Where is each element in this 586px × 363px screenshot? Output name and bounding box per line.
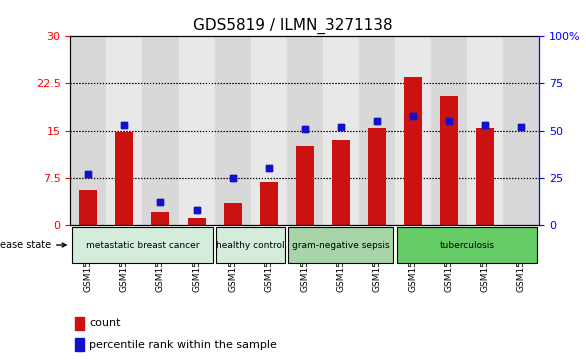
Point <box>156 200 165 205</box>
Bar <box>75 317 84 330</box>
Bar <box>142 36 179 225</box>
Text: metastatic breast cancer: metastatic breast cancer <box>86 241 199 249</box>
Bar <box>260 182 278 225</box>
Bar <box>404 77 422 225</box>
Point <box>372 118 381 124</box>
Bar <box>476 127 494 225</box>
Bar <box>395 36 431 225</box>
Bar <box>224 203 241 225</box>
Point <box>372 118 381 124</box>
Point <box>444 118 454 124</box>
Bar <box>332 140 350 225</box>
Point <box>156 200 165 205</box>
Bar <box>323 36 359 225</box>
Bar <box>359 36 395 225</box>
FancyBboxPatch shape <box>288 227 393 263</box>
FancyBboxPatch shape <box>397 227 537 263</box>
Bar <box>440 96 458 225</box>
Bar <box>467 36 503 225</box>
Bar <box>287 36 323 225</box>
Point <box>228 175 237 181</box>
Bar <box>296 146 314 225</box>
Point <box>300 126 309 132</box>
Text: disease state: disease state <box>0 240 66 250</box>
Point <box>336 124 346 130</box>
Bar <box>368 127 386 225</box>
Bar <box>188 217 206 225</box>
Bar <box>332 140 350 225</box>
Bar <box>214 36 251 225</box>
Bar <box>368 127 386 225</box>
Point <box>481 122 490 128</box>
Text: tuberculosis: tuberculosis <box>440 241 495 249</box>
Point <box>84 171 93 177</box>
Bar <box>188 217 206 225</box>
Bar <box>440 96 458 225</box>
Point <box>444 118 454 124</box>
Point <box>120 122 129 128</box>
Text: count: count <box>89 318 121 328</box>
Point <box>84 171 93 177</box>
Point <box>336 124 346 130</box>
Bar <box>260 182 278 225</box>
Bar <box>115 132 134 225</box>
FancyBboxPatch shape <box>216 227 285 263</box>
Point <box>192 207 201 213</box>
Point <box>192 207 201 213</box>
Point <box>408 113 418 118</box>
Bar <box>251 36 287 225</box>
Point <box>300 126 309 132</box>
Point <box>120 122 129 128</box>
Text: percentile rank within the sample: percentile rank within the sample <box>89 340 277 350</box>
Point <box>264 166 273 171</box>
Point <box>516 124 526 130</box>
Bar <box>75 338 84 351</box>
Text: GDS5819 / ILMN_3271138: GDS5819 / ILMN_3271138 <box>193 18 393 34</box>
Bar <box>404 77 422 225</box>
Bar <box>431 36 467 225</box>
Point <box>408 113 418 118</box>
Bar <box>70 36 107 225</box>
Bar <box>79 191 97 225</box>
Bar <box>476 127 494 225</box>
Bar <box>151 212 169 225</box>
Bar <box>296 146 314 225</box>
Bar <box>224 203 241 225</box>
Point <box>481 122 490 128</box>
Bar <box>107 36 142 225</box>
FancyBboxPatch shape <box>72 227 213 263</box>
Point <box>264 166 273 171</box>
Bar <box>179 36 214 225</box>
Point <box>516 124 526 130</box>
Bar <box>115 132 134 225</box>
Bar <box>503 36 539 225</box>
Text: gram-negative sepsis: gram-negative sepsis <box>292 241 390 249</box>
Point <box>228 175 237 181</box>
Bar <box>79 191 97 225</box>
Text: healthy control: healthy control <box>216 241 285 249</box>
Bar <box>151 212 169 225</box>
